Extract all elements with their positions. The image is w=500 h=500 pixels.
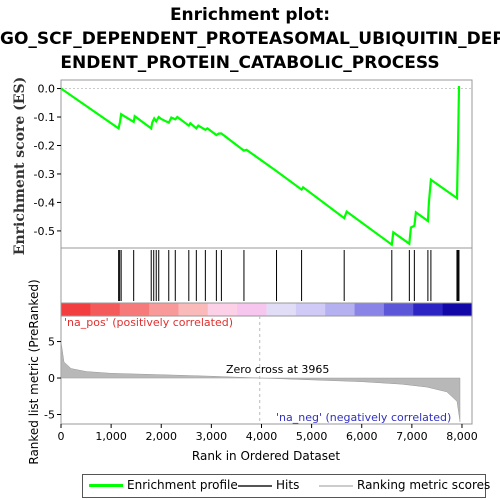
rank-panel-frame [60,315,473,425]
es-ytick-label: -0.2 [34,139,55,152]
legend-item-hits: Hits [238,478,299,492]
es-ytick-label: 0.0 [38,83,56,96]
heatmap-cell [383,303,414,316]
xtick-label: 1,000 [95,430,127,443]
heatmap-cell [325,303,356,316]
heatmap-cell [119,303,150,316]
enrichment-profile-line [60,86,461,247]
legend: Enrichment profile Hits Ranking metric s… [82,474,490,498]
x-axis-label: Rank in Ordered Dataset [192,449,340,463]
xtick-label: 3,000 [196,430,228,443]
heatmap-cell [295,303,326,316]
rank-ytick-label: 0 [48,372,55,385]
rank-axis-label: Ranked list metric (PreRanked) [27,279,41,464]
heatmap-cell [207,303,238,316]
legend-hits-swatch [238,484,272,487]
legend-metric-swatch [319,484,353,487]
heatmap-cell [354,303,385,316]
title-line-2: GO_SCF_DEPENDENT_PROTEASOMAL_UBIQUITIN_D… [0,29,500,49]
xtick-label: 2,000 [145,430,177,443]
xtick-label: 5,000 [296,430,328,443]
heatmap-cell [90,303,121,316]
title-line-3: ENDENT_PROTEIN_CATABOLIC_PROCESS [60,53,440,73]
heatmap-cell [413,303,444,316]
legend-profile-swatch [89,484,123,487]
rank-ytick-label: -5 [44,409,55,422]
hits-panel-frame [60,247,473,304]
pos-label: 'na_pos' (positively correlated) [64,316,233,329]
zero-cross-label: Zero cross at 3965 [226,363,329,376]
xtick-label: 6,000 [346,430,378,443]
legend-metric-label: Ranking metric scores [357,478,491,492]
ranking-metric-area [60,341,461,422]
heatmap-cell [178,303,209,316]
xtick-label: 8,000 [446,430,478,443]
xtick-label: 7,000 [396,430,428,443]
rank-ytick-label: 5 [48,336,55,349]
legend-item-metric: Ranking metric scores [319,478,490,492]
heatmap-cell [237,303,267,316]
legend-profile-label: Enrichment profile [127,478,238,492]
es-ytick-label: -0.1 [34,111,55,124]
heatmap-cell [61,303,91,316]
es-axis-label: Enrichment score (ES) [12,77,28,255]
heatmap-cell [266,303,297,316]
title-line-1: Enrichment plot: [169,5,331,25]
legend-hits-label: Hits [276,478,300,492]
heatmap-cell [442,303,473,316]
legend-item-profile: Enrichment profile [89,478,238,492]
xtick-label: 4,000 [246,430,278,443]
es-ytick-label: -0.5 [34,225,55,238]
es-ytick-label: -0.3 [34,168,55,181]
xtick-label: 0 [58,430,65,443]
es-ytick-label: -0.4 [34,196,55,209]
neg-label: 'na_neg' (negatively correlated) [276,411,451,424]
heatmap-cell [149,303,179,316]
